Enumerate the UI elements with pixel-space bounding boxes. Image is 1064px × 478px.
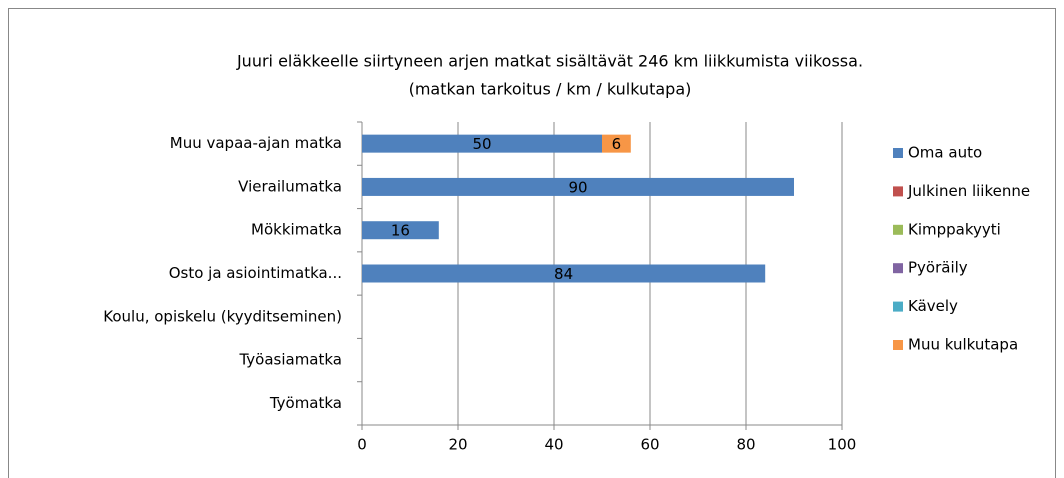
legend-label: Muu kulkutapa	[908, 336, 1018, 354]
legend-label: Julkinen liikenne	[907, 182, 1030, 200]
y-tick-label: Koulu, opiskelu (kyyditseminen)	[103, 307, 342, 325]
x-tick-label: 80	[736, 436, 755, 454]
chart-title: Juuri eläkkeelle siirtyneen arjen matkat…	[236, 52, 863, 71]
y-tick-label: Vierailumatka	[238, 177, 342, 195]
legend-label: Kävely	[908, 297, 958, 315]
legend-swatch	[893, 263, 903, 274]
data-label: 84	[554, 265, 573, 283]
legend-swatch	[893, 340, 903, 350]
data-label: 6	[612, 135, 622, 153]
x-tick-label: 100	[828, 436, 857, 454]
bar-segment	[362, 134, 602, 153]
chart-frame	[8, 8, 1056, 478]
bar-segment	[362, 264, 766, 283]
y-tick-label: Työmatka	[269, 394, 342, 412]
bar-segment	[362, 177, 794, 196]
chart-subtitle: (matkan tarkoitus / km / kulkutapa)	[409, 80, 692, 99]
y-tick-label: Muu vapaa-ajan matka	[170, 134, 342, 152]
data-label: 90	[568, 178, 587, 196]
x-tick-label: 0	[357, 436, 367, 454]
legend-label: Pyöräily	[908, 259, 968, 277]
y-tick-label: Työasiamatka	[238, 351, 342, 369]
data-label: 16	[391, 222, 410, 240]
legend-label: Oma auto	[908, 144, 982, 162]
bar-segment	[602, 134, 631, 153]
x-tick-label: 40	[544, 436, 563, 454]
x-tick-label: 60	[640, 436, 659, 454]
legend-swatch	[893, 186, 903, 197]
data-label: 50	[472, 135, 491, 153]
y-tick-label: Mökkimatka	[251, 221, 342, 239]
bar-segment	[362, 221, 439, 240]
legend-swatch	[893, 224, 903, 235]
legend-swatch	[893, 148, 903, 158]
y-tick-label: Osto ja asiointimatka...	[169, 264, 342, 282]
legend-swatch	[893, 301, 903, 312]
x-tick-label: 20	[448, 436, 467, 454]
legend-label: Kimppakyyti	[908, 220, 1001, 238]
